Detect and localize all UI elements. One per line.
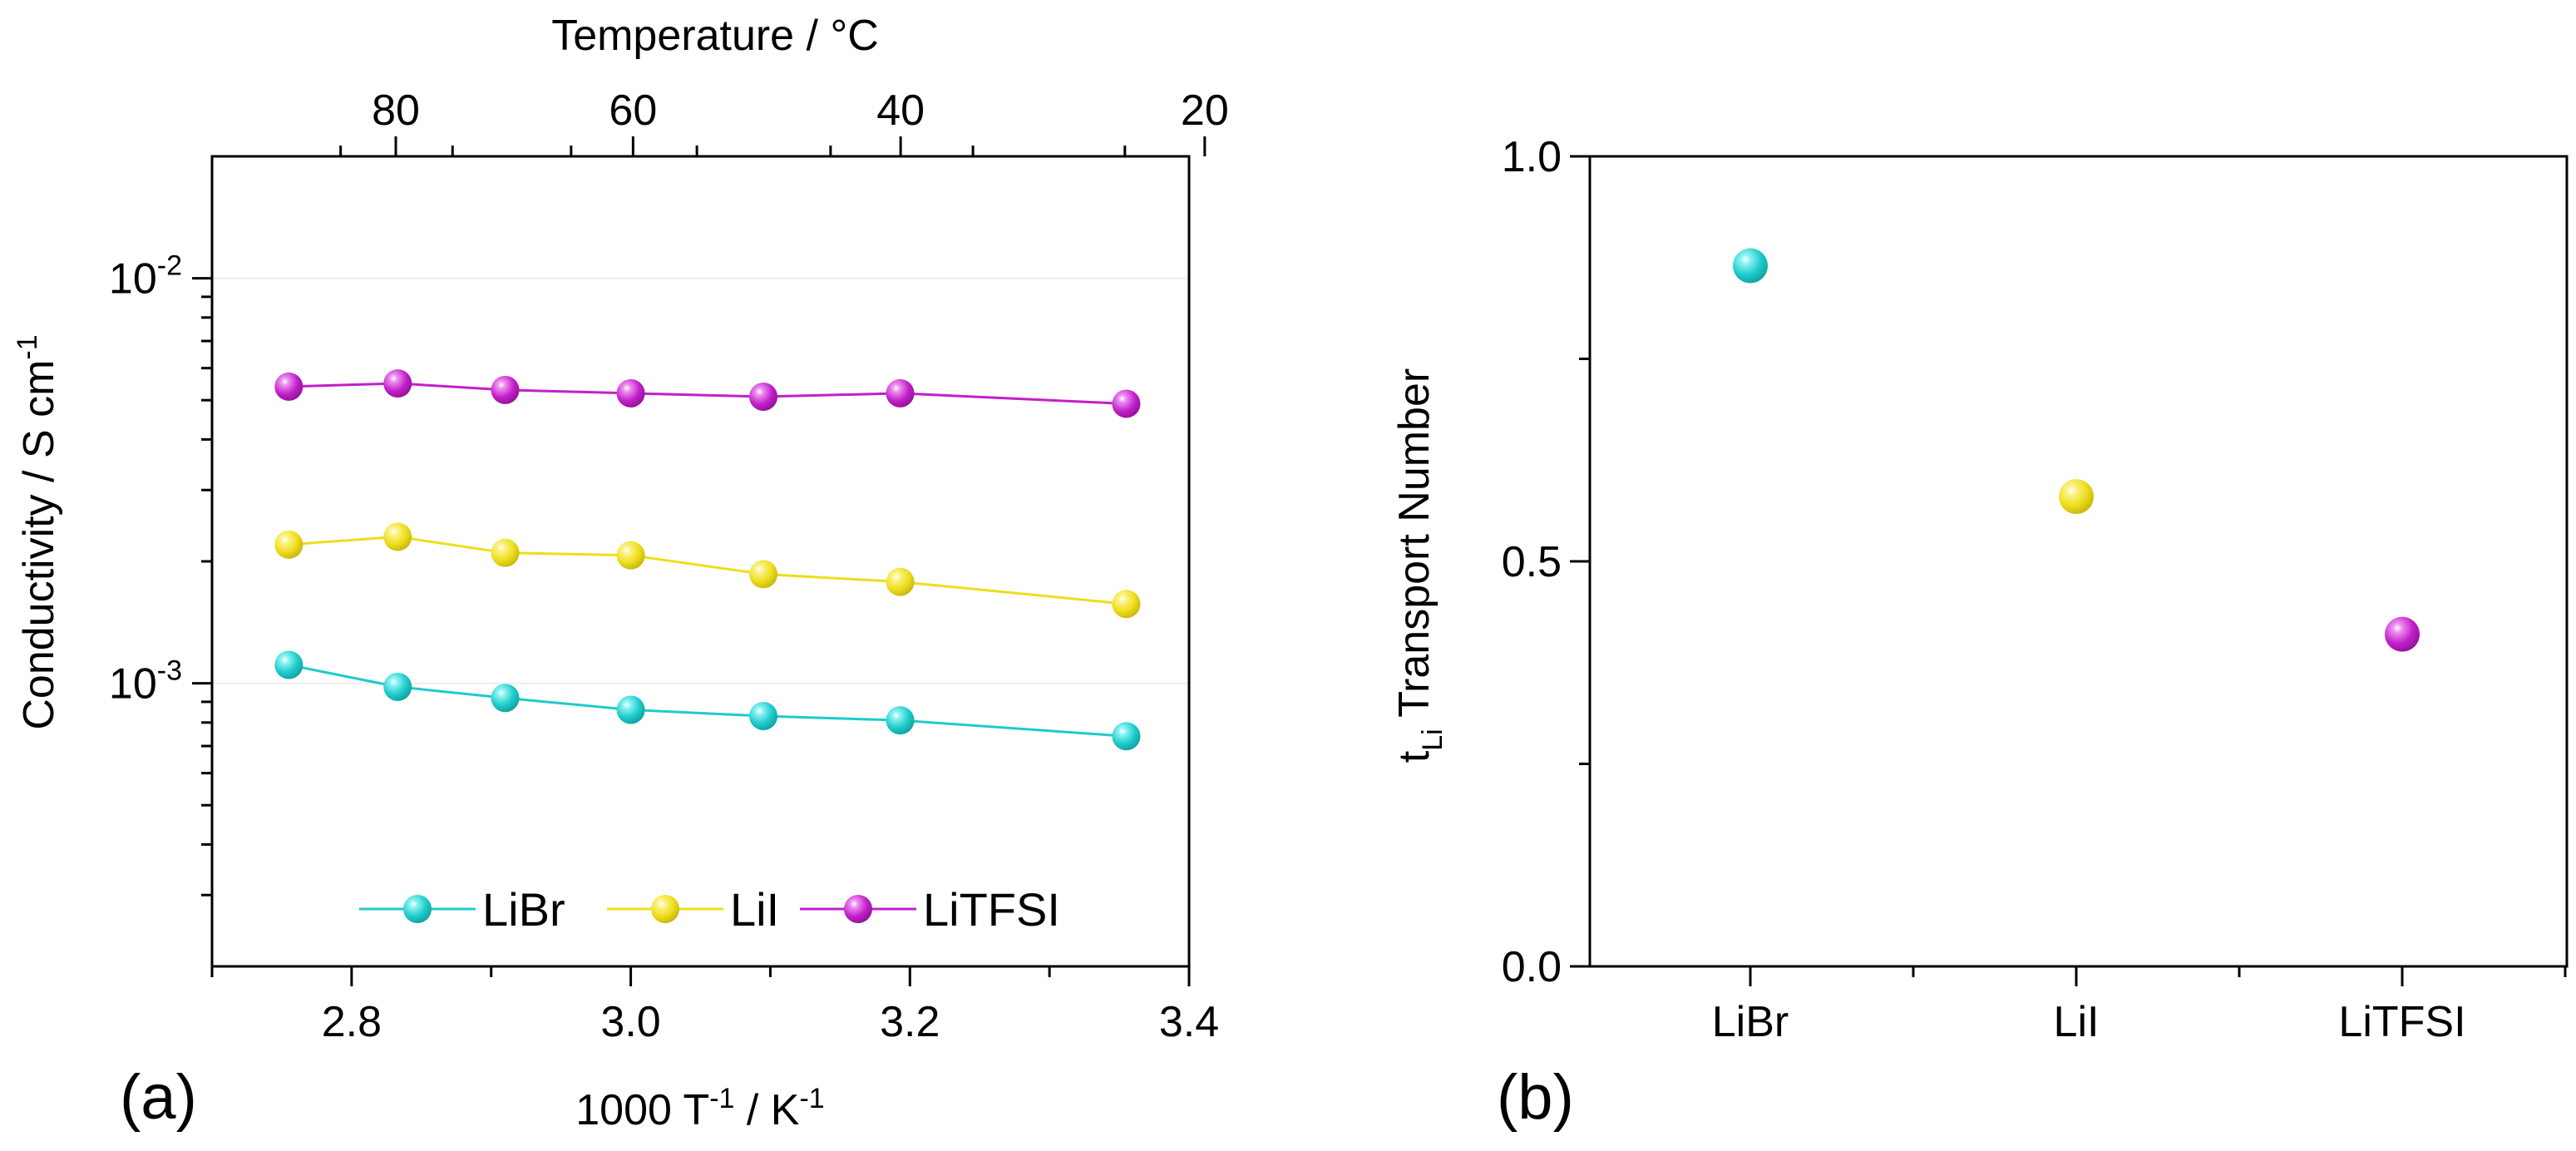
b-y-tick-label: 0.5 [1502,538,1562,586]
legend-label-LiI: LiI [730,883,779,936]
legend-label-LiBr: LiBr [482,883,565,936]
a-ylabel-base: Conductivity / S cm [15,360,63,730]
a-xlabel-base: 1000 T [575,1086,709,1134]
a-y-tick-base: 10 [109,660,157,709]
a-top-tick-label: 80 [372,86,420,135]
legend-marker-LiTFSI [844,895,872,923]
a-point-LiI [1112,590,1141,619]
a-point-LiI [886,567,915,596]
a-y-axis-title: Conductivity / S cm-1 [12,334,63,729]
b-y-tick-label: 0.0 [1502,943,1562,991]
a-point-LiI [383,522,412,551]
a-line-LiBr [289,664,1127,738]
b-ylabel-sub: Li [1417,729,1448,750]
b-point-LiBr [1733,248,1768,284]
b-x-tick-label: LiI [2054,998,2100,1046]
panel-b-transport-number: 0.0 0.5 1.0 LiBr LiI LiTFSI tLi Transport Nu… [1390,133,2569,1133]
b-y-tick-labels: 0.0 0.5 1.0 [1502,133,1562,991]
a-top-tick-labels: 80 60 40 20 [372,86,1229,135]
a-x-tick-label: 2.8 [322,998,382,1046]
a-xlabel-sup1: -1 [709,1083,734,1114]
b-plot-frame [1588,155,2569,968]
a-point-LiTFSI [749,383,778,412]
b-ylabel-rest: Transport Number [1390,368,1439,729]
a-top-tick-label: 20 [1181,86,1229,135]
a-x-tick-label: 3.2 [880,998,940,1046]
a-point-LiTFSI [383,369,412,398]
b-point-LiTFSI [2385,616,2420,652]
a-point-LiBr [886,706,915,735]
b-y-axis-title: tLi Transport Number [1390,368,1448,763]
b-ylabel-base: t [1390,750,1439,763]
b-point-LiI [2059,479,2094,515]
b-axis-ticks [1570,155,2567,986]
a-point-LiBr [383,672,412,701]
a-y-tick-exp: -2 [157,250,182,282]
a-point-LiBr [491,684,520,713]
a-point-LiBr [1112,722,1141,751]
a-point-LiI [491,538,520,567]
a-point-LiBr [616,695,645,724]
a-point-LiTFSI [886,378,915,408]
a-series-points [274,369,1141,751]
b-series-points [1733,248,2420,652]
a-point-LiTFSI [274,372,303,401]
a-y-tick-exp: -3 [157,655,182,687]
a-top-axis-title: Temperature / °C [551,12,879,60]
a-point-LiTFSI [491,375,520,404]
a-x-axis-title: 1000 T-1 / K-1 [575,1083,824,1134]
legend-marker-LiBr [403,895,432,923]
a-legend: LiBr LiI LiTFSI [359,883,1060,936]
a-axis-ticks [192,136,1207,986]
a-ylabel-sup: -1 [12,334,43,359]
a-point-LiI [749,560,778,589]
panel-a-conductivity: 2.8 3.0 3.2 3.4 80 60 40 20 10-210-3 Temperatu… [12,12,1229,1134]
a-panel-label: (a) [120,1062,197,1133]
b-x-tick-labels: LiBr LiI LiTFSI [1712,998,2466,1046]
legend-label-LiTFSI: LiTFSI [923,883,1060,936]
b-x-tick-label: LiBr [1712,998,1789,1046]
a-y-tick-label: 10-2 [109,250,182,304]
a-point-LiI [616,541,645,570]
a-xlabel-sup2: -1 [799,1083,824,1114]
a-y-tick-label: 10-3 [109,655,182,709]
b-x-tick-label: LiTFSI [2338,998,2465,1046]
a-xlabel-mid: / K [734,1086,799,1134]
a-x-tick-label: 3.4 [1159,998,1219,1046]
a-top-tick-label: 40 [876,86,925,135]
a-line-LiI [289,535,1127,605]
legend-marker-LiI [651,895,679,923]
a-gridlines [212,277,1189,684]
a-point-LiI [274,530,303,559]
a-x-tick-labels: 2.8 3.0 3.2 3.4 [322,998,1219,1046]
a-y-tick-base: 10 [109,255,157,304]
a-top-tick-label: 60 [609,86,657,135]
a-plot-frame [210,155,1191,968]
b-panel-label: (b) [1497,1062,1574,1133]
a-y-tick-labels: 10-210-3 [109,250,182,709]
b-y-tick-label: 1.0 [1502,133,1562,181]
a-line-LiTFSI [289,382,1127,405]
a-point-LiTFSI [1112,389,1141,418]
a-point-LiBr [749,702,778,731]
a-point-LiTFSI [616,378,645,408]
a-point-LiBr [274,650,303,679]
a-x-tick-label: 3.0 [600,998,660,1046]
